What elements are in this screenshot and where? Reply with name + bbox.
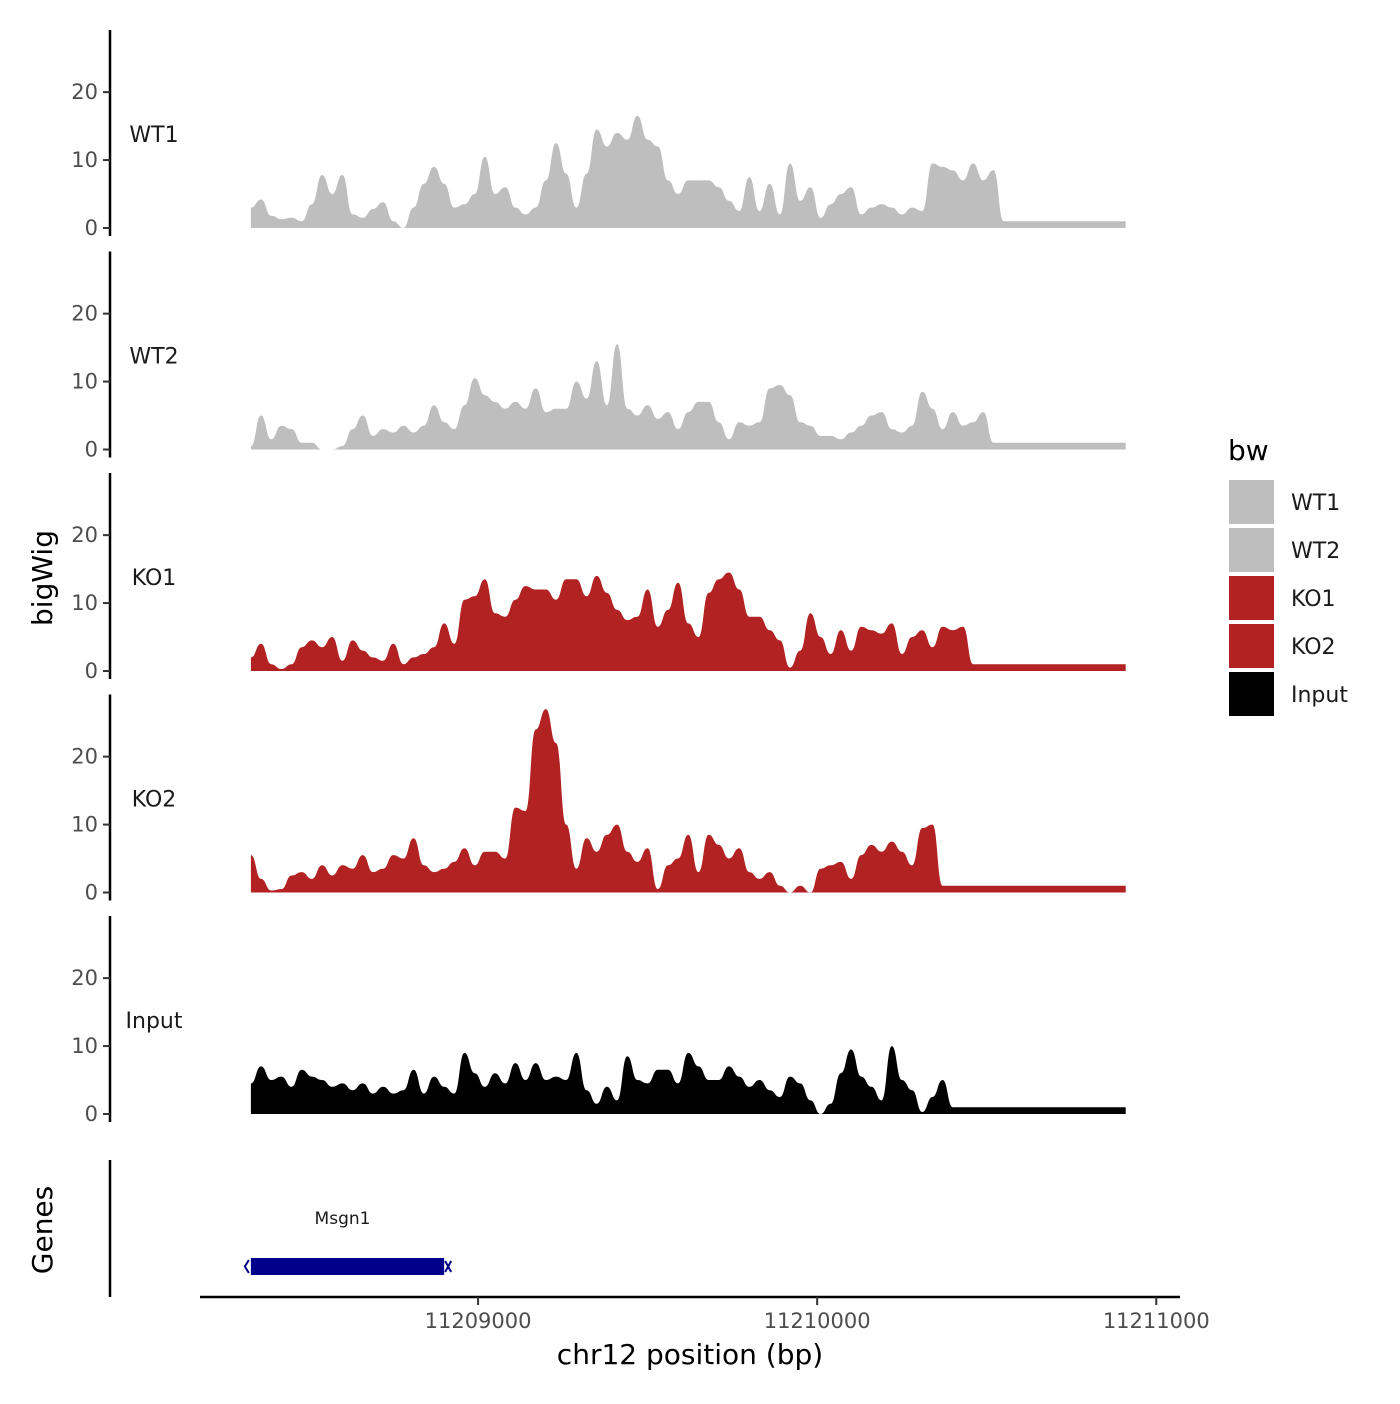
track-wt2: 0 10 20 WT2 [71,251,1126,462]
coverage-area-wt1 [250,115,1126,228]
track-label-wt1: WT1 [129,123,178,148]
track-wt1: 0 10 20 WT1 [71,30,1126,240]
y-tick-label: 0 [85,216,98,240]
gene-strand-marker [444,1260,453,1273]
gene-body-msgn1 [250,1258,445,1275]
genes-axis-title: Genes [26,1186,59,1274]
legend-title: bw [1228,434,1269,467]
track-label-ko1: KO1 [132,566,177,591]
y-tick-label: 10 [71,370,98,394]
genes-panel: Msgn1 [108,1160,453,1297]
track-label-ko2: KO2 [132,788,177,813]
coverage-area-input [250,1046,1126,1114]
y-tick-label: 0 [85,881,98,905]
gene-label-msgn1: Msgn1 [315,1209,371,1229]
y-tick-label: 20 [71,302,98,326]
gene-end-marker [243,1259,250,1274]
y-tick-label: 10 [71,813,98,837]
y-axis-title: bigWig [26,530,59,626]
track-ko1: 0 10 20 KO1 [71,473,1126,683]
y-tick-label: 0 [85,438,98,462]
legend-label-wt1: WT1 [1291,491,1340,516]
legend-label-input: Input [1291,683,1348,708]
coverage-area-ko1 [250,572,1126,671]
legend: bw WT1 WT2 KO1 KO2 Input [1228,434,1348,716]
legend-key-wt1 [1229,480,1274,524]
y-tick-label: 10 [71,148,98,172]
y-tick-label: 0 [85,1102,98,1126]
legend-label-wt2: WT2 [1291,539,1340,564]
track-label-wt2: WT2 [129,345,178,370]
x-tick-label: 11210000 [764,1309,871,1333]
y-tick-label: 10 [71,1034,98,1058]
legend-key-ko2 [1229,624,1274,668]
track-label-input: Input [126,1009,183,1034]
tracks-group: 0 10 20 WT1 0 10 20 WT2 0 10 20 KO1 0 10 20 KO2 0 10 20 Inp… [71,30,1126,1126]
coverage-area-ko2 [250,709,1126,893]
x-tick-label: 11209000 [425,1309,532,1333]
y-tick-label: 20 [71,966,98,990]
y-tick-label: 0 [85,659,98,683]
y-tick-label: 20 [71,523,98,547]
coverage-area-wt2 [250,344,1126,450]
track-ko2: 0 10 20 KO2 [71,694,1126,905]
legend-key-wt2 [1229,528,1274,572]
legend-key-input [1229,672,1274,716]
x-axis-title: chr12 position (bp) [557,1338,823,1371]
x-tick-label: 11211000 [1103,1309,1210,1333]
legend-label-ko1: KO1 [1291,587,1336,612]
x-axis: 11209000 11210000 11211000 [200,1295,1210,1333]
y-tick-label: 10 [71,591,98,615]
legend-key-ko1 [1229,576,1274,620]
track-input: 0 10 20 Input [71,916,1126,1126]
legend-label-ko2: KO2 [1291,635,1336,660]
y-tick-label: 20 [71,80,98,104]
y-tick-label: 20 [71,745,98,769]
